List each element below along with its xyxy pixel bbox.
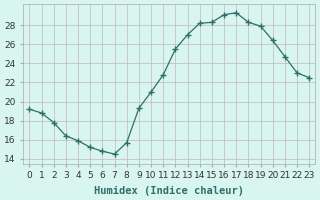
X-axis label: Humidex (Indice chaleur): Humidex (Indice chaleur) bbox=[94, 186, 244, 196]
